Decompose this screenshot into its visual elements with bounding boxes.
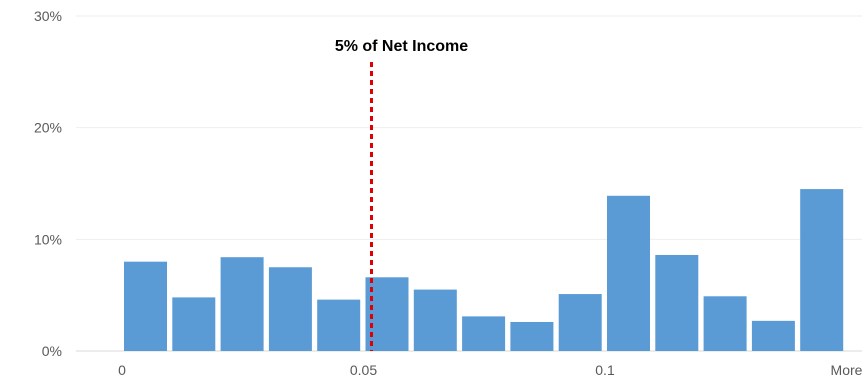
bar [607,195,650,351]
bar [462,316,506,351]
bar [510,321,554,351]
bar [413,289,457,351]
bar [655,254,699,351]
bar [268,267,312,351]
bar [558,294,602,351]
y-tick-label: 20% [34,120,62,136]
annotation-label: 5% of Net Income [335,38,468,55]
x-tick-label: 0.1 [595,362,615,378]
bar [800,189,844,351]
x-tick-label: 0.05 [350,362,377,378]
y-tick-label: 0% [42,343,62,359]
y-axis-ticks: 0% 10% 20% 30% [34,8,62,359]
x-tick-label: 0 [118,362,126,378]
bar [317,299,361,351]
y-tick-label: 10% [34,231,62,247]
x-axis-ticks: 0 0.05 0.1 More [118,362,863,378]
bar [172,297,216,351]
bar [220,257,264,351]
bar [751,320,795,351]
bar [703,296,747,351]
x-tick-label: More [831,362,863,378]
bars [124,189,844,351]
bar [124,261,167,351]
y-tick-label: 30% [34,8,62,24]
